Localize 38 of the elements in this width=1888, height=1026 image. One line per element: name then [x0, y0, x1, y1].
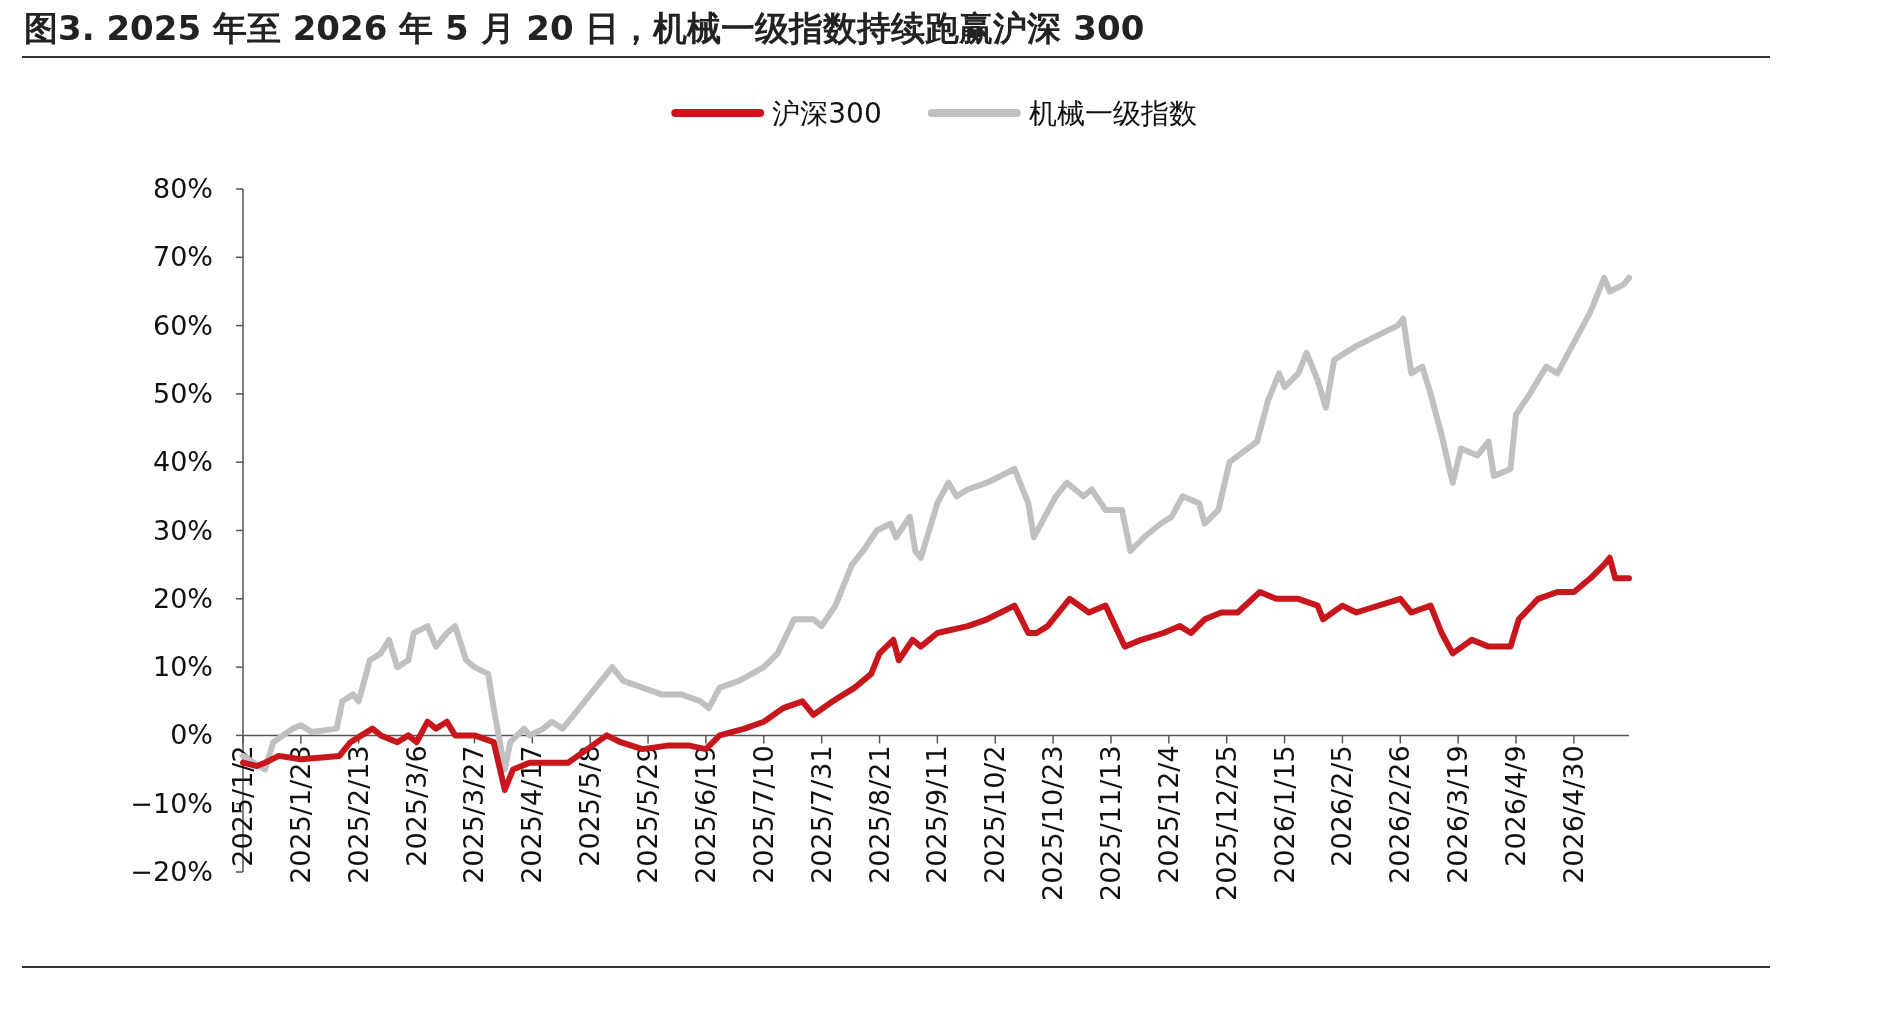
y-tick-label: 0% — [170, 719, 213, 751]
x-tick-label: 2025/12/25 — [1210, 745, 1242, 902]
chart-title: 图3. 2025 年至 2026 年 5 月 20 日，机械一级指数持续跑赢沪深 300 — [24, 8, 1145, 48]
x-tick-label: 2026/2/5 — [1326, 745, 1358, 867]
x-tick-label: 2025/12/4 — [1152, 745, 1184, 884]
x-tick-label: 2026/2/26 — [1384, 745, 1416, 884]
x-tick-label: 2026/3/19 — [1442, 745, 1474, 884]
y-tick-label: 60% — [152, 309, 213, 341]
y-tick-label: 20% — [152, 582, 213, 614]
y-tick-label: 40% — [152, 446, 213, 478]
x-tick-label: 2025/2/13 — [342, 745, 374, 884]
x-tick-label: 2025/8/21 — [863, 745, 895, 884]
y-tick-label: −20% — [130, 856, 213, 887]
x-tick-label: 2025/10/2 — [979, 745, 1011, 884]
x-tick-label: 2025/6/19 — [689, 745, 721, 884]
legend-label: 沪深300 — [772, 97, 882, 130]
x-tick-label: 2025/3/6 — [400, 745, 432, 867]
y-tick-label: 10% — [152, 651, 213, 683]
y-tick-label: −10% — [130, 787, 213, 819]
x-tick-label: 2025/4/17 — [516, 745, 548, 884]
x-tick-label: 2025/1/23 — [284, 745, 316, 884]
legend-label: 机械一级指数 — [1028, 97, 1197, 130]
y-tick-label: 70% — [152, 241, 213, 273]
x-tick-label: 2025/5/29 — [632, 745, 664, 884]
y-tick-label: 30% — [152, 514, 213, 546]
x-tick-label: 2025/9/11 — [921, 745, 953, 884]
x-tick-label: 2026/4/9 — [1500, 745, 1532, 867]
x-tick-label: 2025/7/10 — [747, 745, 779, 884]
x-tick-label: 2026/4/30 — [1557, 745, 1589, 884]
y-tick-label: 80% — [152, 173, 213, 204]
x-tick-label: 2025/7/31 — [805, 745, 837, 884]
x-tick-label: 2025/11/13 — [1094, 745, 1126, 902]
x-tick-label: 2025/1/2 — [227, 745, 258, 867]
x-tick-label: 2026/1/15 — [1268, 745, 1300, 884]
x-tick-label: 2025/5/8 — [574, 745, 606, 867]
x-tick-label: 2025/10/23 — [1037, 745, 1069, 902]
y-tick-label: 50% — [152, 377, 213, 409]
x-tick-label: 2025/3/27 — [458, 745, 490, 884]
